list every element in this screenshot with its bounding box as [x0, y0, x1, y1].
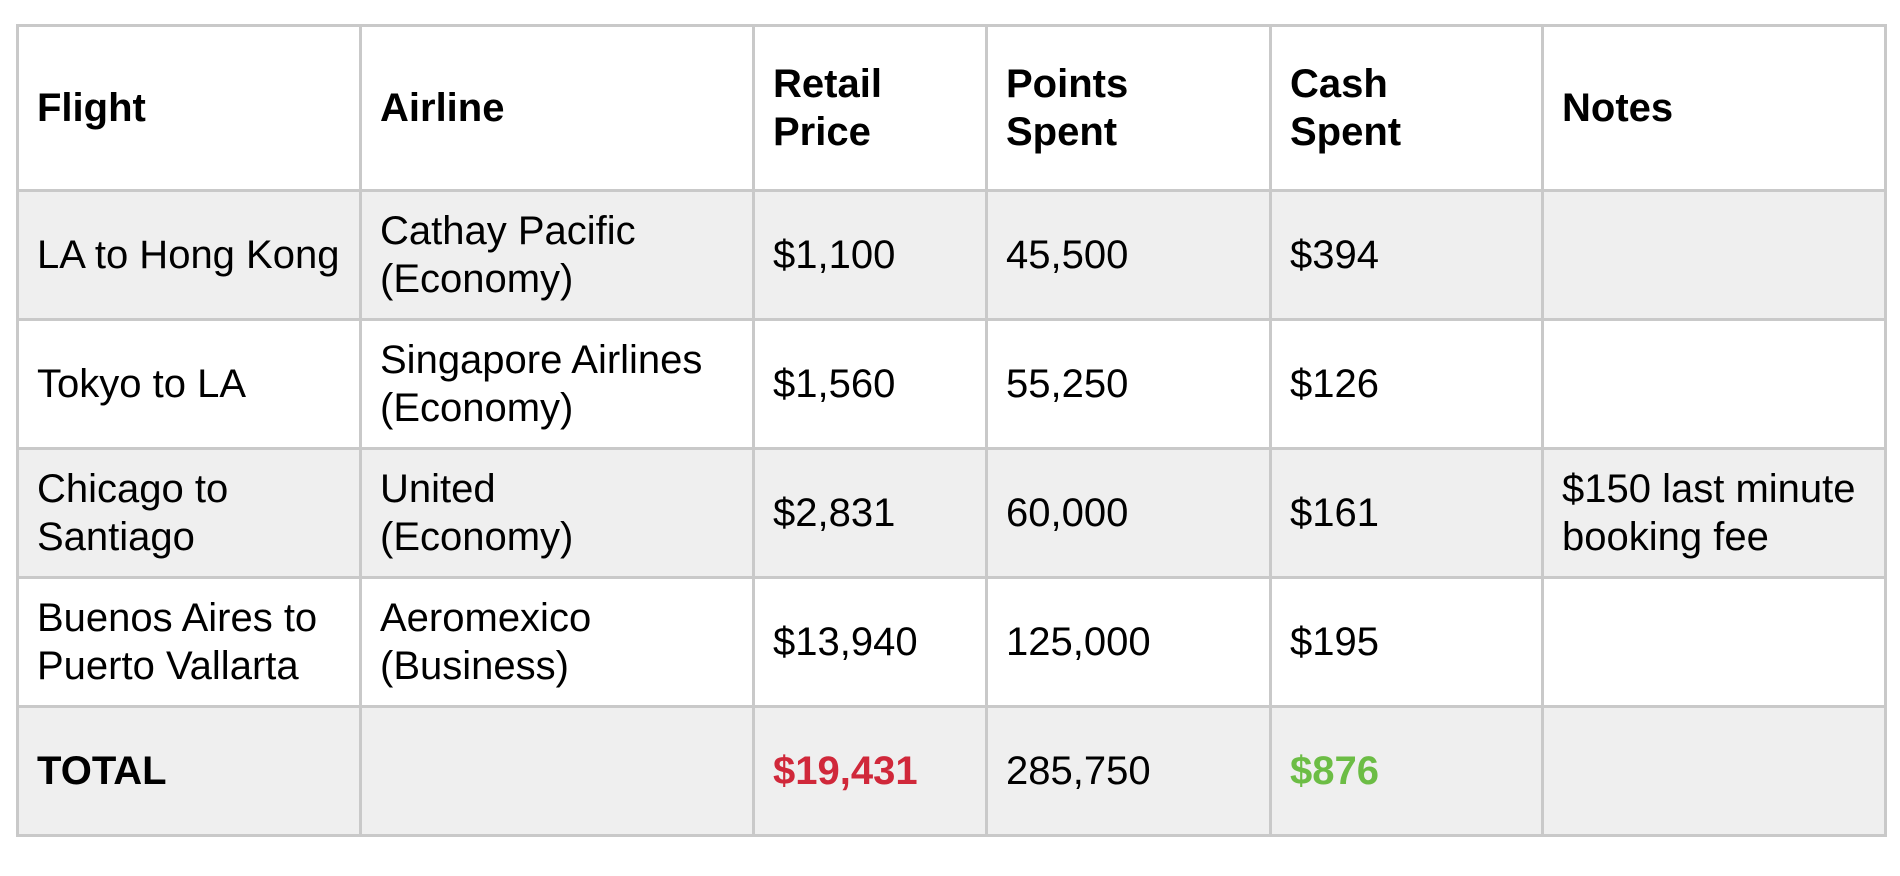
header-points-spent: Points Spent [985, 24, 1272, 192]
cell-flight: Buenos Aires to Puerto Vallarta [16, 576, 362, 708]
header-row: Flight Airline Retail Price Points Spent… [16, 24, 1887, 192]
total-cash-spent: $876 [1269, 705, 1544, 837]
total-retail-price: $19,431 [752, 705, 988, 837]
cell-cash-spent: $195 [1269, 576, 1544, 708]
cell-airline: Singapore Airlines (Economy) [359, 318, 755, 450]
table-row: Tokyo to LA Singapore Airlines (Economy)… [16, 318, 1887, 450]
cell-airline: Aeromexico (Business) [359, 576, 755, 708]
total-airline [359, 705, 755, 837]
cell-airline: Cathay Pacific (Economy) [359, 189, 755, 321]
flights-points-table: Flight Airline Retail Price Points Spent… [16, 24, 1887, 837]
cell-notes: $150 last minute booking fee [1541, 447, 1887, 579]
cell-flight: Tokyo to LA [16, 318, 362, 450]
header-flight: Flight [16, 24, 362, 192]
total-points-spent: 285,750 [985, 705, 1272, 837]
cell-points-spent: 55,250 [985, 318, 1272, 450]
header-retail-price: Retail Price [752, 24, 988, 192]
table-row: Buenos Aires to Puerto Vallarta Aeromexi… [16, 576, 1887, 708]
total-label: TOTAL [16, 705, 362, 837]
header-cash-spent: Cash Spent [1269, 24, 1544, 192]
cell-points-spent: 125,000 [985, 576, 1272, 708]
total-row: TOTAL $19,431 285,750 $876 [16, 705, 1887, 837]
cell-cash-spent: $126 [1269, 318, 1544, 450]
cell-points-spent: 45,500 [985, 189, 1272, 321]
cell-flight: Chicago to Santiago [16, 447, 362, 579]
cell-airline: United (Economy) [359, 447, 755, 579]
header-notes: Notes [1541, 24, 1887, 192]
cell-flight: LA to Hong Kong [16, 189, 362, 321]
table-row: LA to Hong Kong Cathay Pacific (Economy)… [16, 189, 1887, 321]
cell-notes [1541, 318, 1887, 450]
cell-notes [1541, 576, 1887, 708]
cell-retail-price: $2,831 [752, 447, 988, 579]
cell-retail-price: $1,100 [752, 189, 988, 321]
cell-cash-spent: $394 [1269, 189, 1544, 321]
cell-points-spent: 60,000 [985, 447, 1272, 579]
cell-notes [1541, 189, 1887, 321]
cell-retail-price: $13,940 [752, 576, 988, 708]
cell-cash-spent: $161 [1269, 447, 1544, 579]
header-airline: Airline [359, 24, 755, 192]
table-row: Chicago to Santiago United (Economy) $2,… [16, 447, 1887, 579]
flights-table-container: Flight Airline Retail Price Points Spent… [16, 24, 1887, 837]
total-notes [1541, 705, 1887, 837]
cell-retail-price: $1,560 [752, 318, 988, 450]
